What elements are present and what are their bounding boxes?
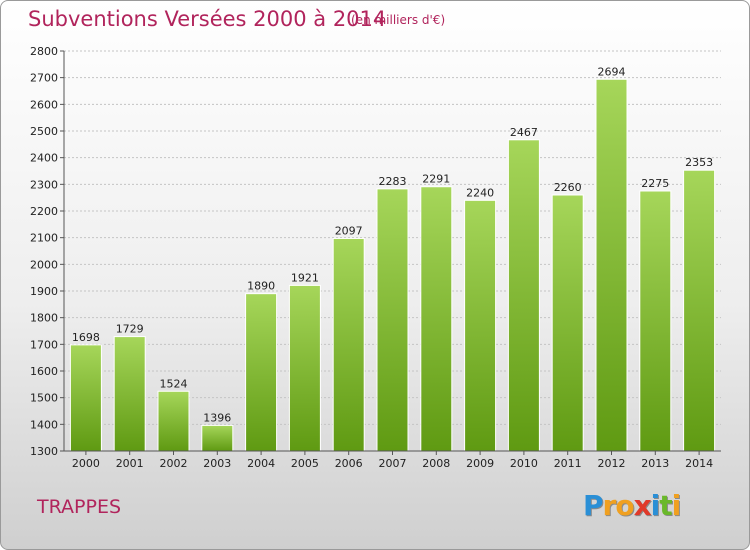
bars-layer: 1698 1729 1524 1396 1890 1921 2097 2283 2291 2240…	[69, 65, 716, 452]
bar-value-label: 2353	[685, 156, 713, 169]
y-tick-label: 2700	[30, 72, 58, 85]
x-tick-label: 2013	[641, 457, 669, 470]
y-tick-label: 1500	[30, 392, 58, 405]
logo-letter: i	[650, 489, 661, 522]
proxiti-logo: Proxiti	[583, 489, 682, 522]
x-tick-label: 2012	[598, 457, 626, 470]
logo-letter: i	[671, 489, 682, 522]
logo-letter: x	[633, 489, 652, 522]
bar-value-label: 1729	[116, 323, 144, 336]
y-tick-label: 2800	[30, 45, 58, 58]
bar	[201, 424, 234, 452]
bar	[113, 336, 146, 452]
bar	[69, 344, 102, 452]
y-tick-label: 2300	[30, 178, 58, 191]
bar-value-label: 2467	[510, 126, 538, 139]
y-tick-label: 1900	[30, 285, 58, 298]
bar	[507, 139, 540, 452]
bar	[639, 190, 672, 452]
y-tick-label: 1700	[30, 338, 58, 351]
bar-value-label: 2260	[554, 181, 582, 194]
x-tick-label: 2008	[422, 457, 450, 470]
bar	[551, 194, 584, 452]
y-tick-label: 1600	[30, 365, 58, 378]
bar-value-label: 1921	[291, 271, 319, 284]
x-tick-label: 2006	[335, 457, 363, 470]
bar-value-label: 1698	[72, 331, 100, 344]
x-tick-label: 2003	[203, 457, 231, 470]
y-tick-label: 2400	[30, 152, 58, 165]
y-tick-label: 1400	[30, 418, 58, 431]
logo-letter: P	[583, 489, 604, 522]
y-tick-label: 2600	[30, 98, 58, 111]
bar	[464, 199, 497, 452]
bar-value-label: 2275	[641, 177, 669, 190]
x-tick-label: 2014	[685, 457, 713, 470]
bar-value-label: 2283	[379, 175, 407, 188]
logo-letter: o	[615, 489, 634, 522]
y-tick-label: 2000	[30, 258, 58, 271]
x-tick-label: 2010	[510, 457, 538, 470]
bar	[245, 293, 278, 452]
bar-value-label: 1396	[203, 411, 231, 424]
bar-value-label: 2291	[422, 173, 450, 186]
bar-value-label: 2097	[335, 224, 363, 237]
axis-layer: 1300 1400 1500 1600 1700 1800 1900 2000 2100 2200…	[30, 45, 721, 470]
bar	[420, 186, 453, 452]
bar	[288, 284, 321, 452]
bar-value-label: 2694	[598, 65, 626, 78]
x-tick-label: 2004	[247, 457, 275, 470]
x-tick-label: 2001	[116, 457, 144, 470]
bar	[683, 169, 716, 452]
logo-letter: r	[602, 489, 617, 522]
bar	[157, 390, 190, 452]
bar	[595, 78, 628, 452]
logo-letter: t	[659, 489, 672, 522]
city-name: TRAPPES	[37, 496, 122, 518]
y-tick-label: 1800	[30, 312, 58, 325]
x-tick-label: 2007	[379, 457, 407, 470]
bar-value-label: 1524	[160, 377, 188, 390]
bar-value-label: 2240	[466, 186, 494, 199]
y-tick-label: 2500	[30, 125, 58, 138]
x-tick-label: 2000	[72, 457, 100, 470]
y-tick-label: 2200	[30, 205, 58, 218]
y-tick-label: 2100	[30, 232, 58, 245]
x-tick-label: 2005	[291, 457, 319, 470]
chart-title: Subventions Versées 2000 à 2014	[28, 7, 387, 31]
x-tick-label: 2002	[160, 457, 188, 470]
x-tick-label: 2011	[554, 457, 582, 470]
chart-subtitle: (en milliers d'€)	[351, 13, 446, 27]
y-tick-label: 1300	[30, 445, 58, 458]
bar	[332, 237, 365, 452]
x-tick-label: 2009	[466, 457, 494, 470]
bar	[376, 188, 409, 452]
bar-value-label: 1890	[247, 280, 275, 293]
